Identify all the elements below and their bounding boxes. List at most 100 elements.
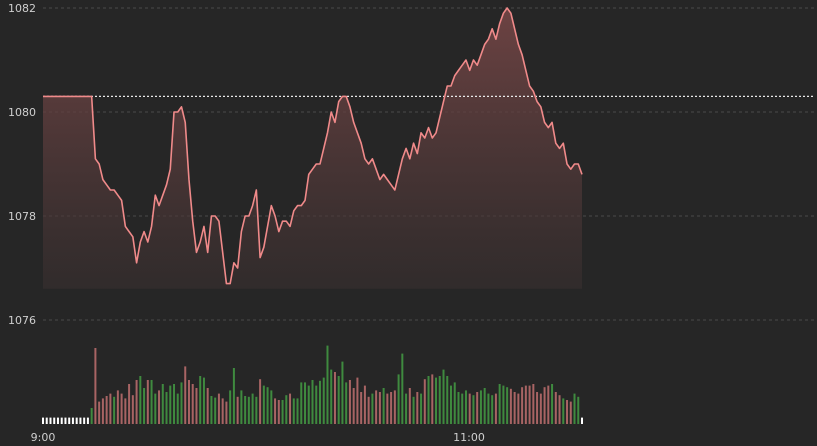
- volume-bar: [543, 387, 546, 424]
- volume-bar: [311, 380, 314, 424]
- volume-bar: [184, 366, 187, 424]
- y-tick-label: 1078: [8, 210, 36, 223]
- volume-bar: [202, 377, 205, 424]
- volume-bar: [378, 392, 381, 424]
- volume-bar: [206, 388, 209, 424]
- volume-bar: [397, 374, 400, 424]
- volume-bar: [240, 390, 243, 424]
- volume-bar: [494, 393, 497, 424]
- volume-bar: [304, 382, 307, 424]
- volume-bar: [105, 396, 108, 424]
- volume-bar: [566, 400, 569, 424]
- volume-bar: [187, 380, 190, 424]
- volume-bar: [292, 398, 295, 424]
- volume-bar: [42, 417, 44, 424]
- volume-bar: [554, 392, 557, 424]
- volume-bar: [94, 348, 97, 424]
- volume-bar: [345, 382, 348, 424]
- volume-bar: [83, 417, 86, 424]
- volume-bar: [199, 376, 202, 424]
- volume-bar: [464, 390, 467, 424]
- volume-bar: [139, 376, 142, 424]
- volume-bar: [390, 392, 393, 424]
- volume-bar: [509, 388, 512, 424]
- volume-bar: [569, 401, 572, 424]
- volume-bars: [42, 345, 583, 424]
- volume-bar: [229, 390, 232, 424]
- volume-bar: [128, 384, 131, 424]
- volume-bar: [382, 388, 385, 424]
- volume-bar: [528, 385, 531, 424]
- volume-bar: [333, 372, 336, 424]
- volume-bar: [393, 390, 396, 424]
- volume-bar: [375, 390, 378, 424]
- x-tick-label: 11:00: [453, 431, 485, 444]
- price-area: [43, 8, 582, 289]
- volume-bar: [255, 396, 258, 424]
- volume-bar: [562, 398, 565, 424]
- volume-bar: [506, 387, 509, 424]
- volume-bar: [195, 388, 198, 424]
- volume-bar: [461, 393, 464, 424]
- volume-bar: [236, 396, 239, 424]
- volume-bar: [217, 393, 220, 424]
- volume-bar: [322, 377, 325, 424]
- volume-bar: [513, 392, 516, 424]
- volume-bar: [64, 417, 67, 424]
- volume-bar: [536, 392, 539, 424]
- volume-bar: [277, 400, 280, 424]
- volume-bar: [49, 417, 52, 424]
- volume-bar: [53, 417, 56, 424]
- volume-bar: [446, 376, 449, 424]
- volume-bar: [135, 380, 138, 424]
- volume-bar: [360, 392, 363, 424]
- volume-bar: [71, 417, 74, 424]
- volume-bar: [176, 393, 179, 424]
- volume-bar: [363, 385, 366, 424]
- volume-bar: [453, 382, 456, 424]
- volume-bar: [98, 401, 101, 424]
- volume-bar: [367, 396, 370, 424]
- volume-bar: [416, 392, 419, 424]
- volume-bar: [270, 390, 273, 424]
- volume-bar: [116, 390, 119, 424]
- volume-bar: [581, 417, 583, 424]
- price-area-layer: [43, 8, 582, 289]
- volume-bar: [262, 385, 265, 424]
- volume-bar: [285, 395, 288, 424]
- volume-bar: [356, 377, 359, 424]
- volume-bar: [244, 396, 247, 424]
- volume-bar: [289, 393, 292, 424]
- volume-bar: [109, 393, 112, 424]
- volume-bar: [348, 380, 351, 424]
- y-axis-labels: 1076 1078 1080 1082: [8, 2, 36, 327]
- volume-bar: [326, 345, 329, 424]
- y-tick-label: 1076: [8, 314, 36, 327]
- volume-bar: [281, 400, 284, 424]
- volume-bar: [146, 380, 149, 424]
- volume-bar: [487, 393, 490, 424]
- volume-bar: [154, 393, 157, 424]
- volume-bar: [150, 380, 153, 424]
- volume-bar: [169, 385, 172, 424]
- volume-bar: [251, 393, 254, 424]
- volume-bar: [113, 396, 116, 424]
- volume-bar: [307, 385, 310, 424]
- volume-bar: [539, 393, 542, 424]
- volume-bar: [101, 398, 104, 424]
- volume-bar: [521, 387, 524, 424]
- volume-bar: [315, 385, 318, 424]
- volume-bar: [214, 397, 217, 424]
- volume-bar: [79, 417, 82, 424]
- volume-bar: [173, 384, 176, 424]
- volume-bar: [547, 385, 550, 424]
- volume-bar: [158, 390, 161, 424]
- volume-bar: [90, 408, 93, 424]
- volume-bar: [75, 417, 78, 424]
- volume-bar: [412, 396, 415, 424]
- volume-bar: [420, 393, 423, 424]
- volume-bar: [266, 387, 269, 424]
- volume-bar: [517, 393, 520, 424]
